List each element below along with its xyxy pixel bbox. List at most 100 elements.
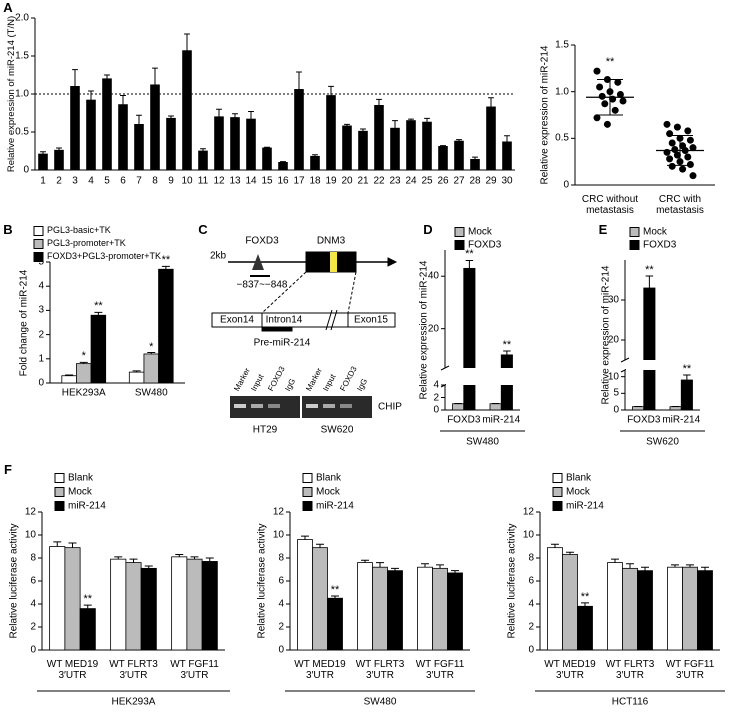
bar	[432, 567, 448, 651]
bar	[246, 118, 256, 171]
x-tick-label: 17	[293, 175, 305, 187]
bar	[387, 570, 403, 651]
error-bar	[421, 563, 429, 568]
panel-letter: D	[423, 221, 433, 237]
legend-label: Mock	[643, 226, 667, 238]
point	[671, 146, 679, 154]
legend-swatch	[33, 239, 44, 249]
bar	[297, 539, 313, 651]
bar	[342, 125, 352, 171]
x-tick-label: WT FGF11 3′UTR	[665, 659, 715, 681]
error-bar	[392, 120, 398, 129]
gel-band	[268, 404, 280, 408]
bar	[489, 403, 502, 411]
error-bar	[312, 154, 318, 157]
bar	[438, 146, 448, 171]
error-bar	[503, 350, 511, 355]
x-tick-label: WT FGF11 3′UTR	[415, 659, 465, 681]
legend-swatch	[302, 501, 313, 511]
x-tick-label: 12	[213, 175, 225, 187]
point	[689, 172, 697, 180]
error-bar	[216, 108, 222, 117]
x-tick-label: 10	[181, 175, 193, 187]
error-bar	[641, 566, 649, 571]
x-axis-label: HEK293A	[111, 696, 156, 708]
error-bar	[53, 541, 62, 547]
error-bar	[671, 564, 679, 568]
y-tick-label: 0	[433, 404, 439, 416]
x-tick-label: CRC without metastasis	[581, 194, 639, 216]
legend-label: Blank	[68, 472, 94, 484]
point	[603, 120, 611, 128]
x-tick-label: 28	[469, 175, 481, 187]
point	[673, 123, 681, 131]
x-tick-label: FOXD3	[627, 414, 661, 426]
y-tick-label: 6	[528, 575, 534, 587]
significance: **	[682, 362, 692, 375]
legend-swatch	[629, 227, 640, 237]
bar	[358, 130, 368, 171]
bar	[294, 89, 304, 171]
error-bar	[551, 543, 559, 548]
error-bar	[344, 123, 350, 126]
bar	[502, 141, 512, 171]
bar	[562, 554, 578, 651]
label: Intron14	[265, 314, 303, 326]
cell-line: HT29	[252, 424, 278, 436]
y-tick-label: 10	[24, 529, 36, 541]
legend-swatch	[302, 487, 313, 497]
bar	[452, 403, 465, 411]
label: Exon15	[354, 314, 388, 326]
y-axis-label: Fold change of miR-214	[18, 269, 30, 376]
x-axis-label: SW620	[646, 436, 679, 448]
error-bar	[68, 542, 77, 548]
point	[666, 155, 674, 163]
gel-band	[306, 404, 318, 408]
bar	[166, 117, 176, 171]
error-bar	[391, 567, 399, 571]
x-axis-label: SW480	[466, 436, 499, 448]
y-tick-label: 20	[607, 334, 619, 346]
error-bar	[566, 551, 574, 555]
label: CHIP	[378, 401, 402, 413]
y-tick-label: 20	[427, 323, 439, 335]
y-tick-label: 12	[522, 506, 534, 518]
y-tick-label: 4	[30, 598, 36, 610]
error-bar	[280, 161, 286, 163]
gene-structure	[211, 312, 396, 328]
x-axis-label: HCT116	[611, 696, 649, 708]
gel-band	[323, 404, 335, 408]
bar	[417, 566, 433, 651]
bar	[214, 116, 224, 171]
y-axis-label: Relative expression of miR-214 (T/N)	[5, 15, 17, 173]
error-bar	[645, 275, 654, 288]
x-tick-label: 19	[325, 175, 337, 187]
y-tick-label: 0	[278, 644, 284, 656]
x-tick-label: FOXD3	[447, 414, 481, 426]
error-bar	[114, 556, 123, 560]
error-bar	[581, 602, 589, 607]
panel-letter: A	[3, 0, 13, 15]
error-bar	[56, 147, 62, 151]
point	[684, 153, 692, 161]
y-tick-label: 4	[528, 598, 534, 610]
error-bar	[65, 374, 74, 376]
x-tick-label: 3	[72, 175, 78, 187]
bar	[667, 566, 683, 651]
error-bar	[83, 604, 92, 609]
error-bar	[168, 115, 174, 119]
legend-swatch	[454, 227, 465, 237]
legend-label: Mock	[468, 226, 492, 238]
x-tick-label: WT MED19 3′UTR	[46, 659, 99, 681]
y-tick-label: 1.0	[555, 86, 569, 98]
error-bar	[440, 145, 446, 147]
error-bar	[144, 565, 153, 569]
bar	[357, 562, 373, 651]
error-bar	[456, 139, 462, 142]
error-bar	[376, 562, 384, 568]
panel-letter: E	[598, 221, 608, 237]
significance: **	[502, 338, 512, 351]
y-tick-label: 3	[38, 304, 44, 316]
error-bar	[129, 558, 138, 563]
bar	[49, 546, 66, 651]
